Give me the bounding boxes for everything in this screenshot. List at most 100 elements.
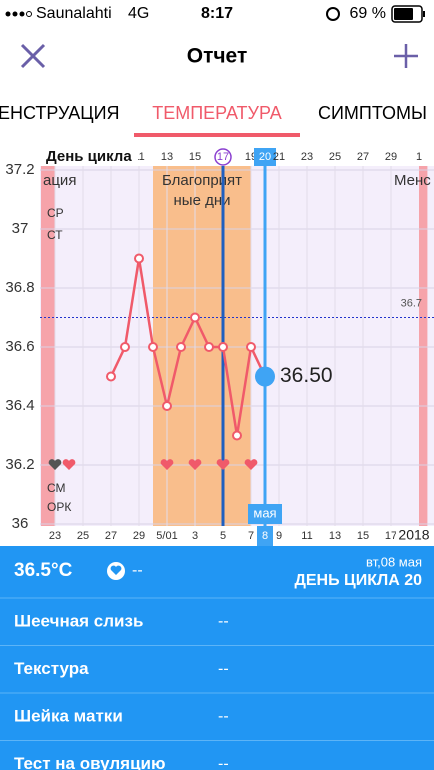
side-label: СР <box>47 206 64 220</box>
tab[interactable]: ЕНСТРУАЦИЯ <box>0 103 120 123</box>
network: 4G <box>128 5 149 22</box>
x2-tick-label: 23 <box>301 151 313 163</box>
tab-indicator <box>134 133 300 137</box>
signal <box>12 11 18 17</box>
x-tick-label: 9 <box>276 530 282 542</box>
x-tick-label: 25 <box>77 530 89 542</box>
selected-label: 36.50 <box>280 364 333 387</box>
row-value: -- <box>218 661 229 678</box>
heart <box>48 459 62 470</box>
x-tick-label: 23 <box>49 530 61 542</box>
point <box>190 312 200 323</box>
point <box>162 401 172 411</box>
details-panel <box>0 546 434 770</box>
chart-title: День цикла <box>46 148 132 165</box>
y-tick-label: 36.4 <box>5 397 34 414</box>
top-axis-bg <box>40 148 434 166</box>
battery-text: 69 % <box>350 5 386 22</box>
x2-tick-label: 25 <box>329 151 341 163</box>
band-label: Благоприят <box>162 172 242 189</box>
mood-heart <box>110 565 122 575</box>
row-value: -- <box>218 708 229 725</box>
x-tick-label: 7 <box>248 530 254 542</box>
x-tick-label: 5 <box>220 530 226 542</box>
band-label: Менс <box>394 172 431 189</box>
x-tick-label: 15 <box>357 530 369 542</box>
status-bar: Saunalahti 4G 8:17 69 % <box>5 5 425 23</box>
tabs: ЕНСТРУАЦИЯ ТЕМПЕРАТУРА СИМПТОМЫ <box>0 103 427 137</box>
month-box <box>248 504 282 524</box>
y-tick-label: 36 <box>12 515 29 532</box>
side-label: ОРК <box>47 500 71 514</box>
y-tick-label: 36.6 <box>5 338 34 355</box>
x2-tick-label: 29 <box>385 151 397 163</box>
heart <box>62 459 76 470</box>
row-label[interactable]: Шейка матки <box>14 706 123 725</box>
temperature-line <box>109 258 267 436</box>
signal <box>5 11 11 17</box>
y-tick-label: 37.2 <box>5 161 34 178</box>
signal <box>19 11 25 17</box>
point <box>106 371 116 382</box>
selected-day-box <box>254 148 276 166</box>
reference-label: 36.7 <box>401 297 422 309</box>
heart <box>160 459 174 470</box>
rows: Шеечная слизь -- Текстура -- Шейка матки -- Те… <box>0 597 434 770</box>
selected-point[interactable] <box>255 366 275 387</box>
date: вт,08 мая <box>366 554 422 569</box>
x2-tick-label: 1 <box>416 151 422 163</box>
close-icon <box>20 43 46 69</box>
row-label[interactable]: Тест на овуляцию <box>14 754 166 770</box>
x2-tick-label: 17 <box>217 151 229 163</box>
x2-tick-label: 27 <box>357 151 369 163</box>
point <box>232 430 242 441</box>
x-tick-label: 5/01 <box>156 530 177 542</box>
battery-level <box>394 8 413 20</box>
mood: -- <box>132 562 143 579</box>
bottom-axis-bg <box>40 526 434 546</box>
year-label: 2018 <box>398 527 429 543</box>
point <box>148 342 158 352</box>
tab-active[interactable]: ТЕМПЕРАТУРА <box>152 103 282 123</box>
heart <box>244 459 258 470</box>
point <box>120 342 130 352</box>
row-label[interactable]: Текстура <box>14 659 89 678</box>
cycle-day: ДЕНЬ ЦИКЛА 20 <box>294 572 422 589</box>
year-bg <box>396 526 434 546</box>
battery-tip <box>423 11 425 17</box>
point <box>246 342 256 352</box>
point <box>204 342 214 352</box>
header: Отчет <box>20 43 418 69</box>
point <box>176 342 186 352</box>
heart <box>188 459 202 470</box>
month-label: мая <box>253 505 276 520</box>
tab[interactable]: СИМПТОМЫ <box>318 103 427 123</box>
x2-tick-label: 20 <box>259 151 271 163</box>
y-tick-label: 36.2 <box>5 456 34 473</box>
title-bg <box>40 148 138 166</box>
row-label[interactable]: Шеечная слизь <box>14 611 143 630</box>
temperature: 36.5°C <box>14 560 73 581</box>
x-tick-label: 3 <box>192 530 198 542</box>
signal <box>26 11 32 17</box>
alarm-icon <box>326 7 340 21</box>
y-tick-label: 37 <box>12 220 29 237</box>
x2-tick-label: 11 <box>133 151 144 163</box>
row-value: -- <box>218 613 229 630</box>
y-axis-bg <box>0 148 40 546</box>
band-label: ные дни <box>174 192 231 209</box>
point <box>134 253 144 264</box>
row-value: -- <box>218 756 229 770</box>
x2-tick-label: 21 <box>273 151 285 163</box>
title: Отчет <box>187 45 248 68</box>
ovulation-ring <box>214 148 232 166</box>
close-button[interactable] <box>20 43 46 69</box>
add-button[interactable] <box>394 44 418 68</box>
selected-date-box <box>257 526 273 546</box>
carrier: Saunalahti <box>36 5 112 22</box>
side-label: СТ <box>47 228 63 242</box>
chart: ация Благоприят ные дни Менс СР СТ СМ ОРК 36.7 36… <box>0 148 434 546</box>
x-tick-label: 17 <box>385 530 397 542</box>
x-tick-label: 11 <box>301 530 312 542</box>
